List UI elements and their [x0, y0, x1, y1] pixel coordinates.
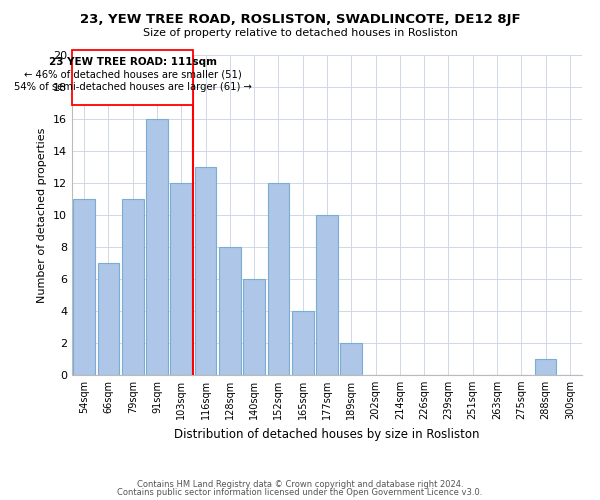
- Bar: [73, 199, 95, 375]
- Text: 23, YEW TREE ROAD, ROSLISTON, SWADLINCOTE, DE12 8JF: 23, YEW TREE ROAD, ROSLISTON, SWADLINCOT…: [80, 12, 520, 26]
- Bar: [194, 167, 217, 375]
- Bar: [97, 263, 119, 375]
- Text: Size of property relative to detached houses in Rosliston: Size of property relative to detached ho…: [143, 28, 457, 38]
- Bar: [122, 199, 143, 375]
- Bar: [219, 247, 241, 375]
- Text: ← 46% of detached houses are smaller (51): ← 46% of detached houses are smaller (51…: [24, 70, 242, 80]
- Text: 23 YEW TREE ROAD: 111sqm: 23 YEW TREE ROAD: 111sqm: [49, 56, 217, 66]
- FancyBboxPatch shape: [73, 50, 193, 106]
- Bar: [243, 279, 265, 375]
- Bar: [268, 183, 289, 375]
- Bar: [535, 359, 556, 375]
- Bar: [316, 215, 338, 375]
- Bar: [292, 311, 314, 375]
- Text: 54% of semi-detached houses are larger (61) →: 54% of semi-detached houses are larger (…: [14, 82, 251, 92]
- Text: Contains HM Land Registry data © Crown copyright and database right 2024.: Contains HM Land Registry data © Crown c…: [137, 480, 463, 489]
- Y-axis label: Number of detached properties: Number of detached properties: [37, 128, 47, 302]
- Bar: [170, 183, 192, 375]
- X-axis label: Distribution of detached houses by size in Rosliston: Distribution of detached houses by size …: [174, 428, 480, 440]
- Bar: [146, 119, 168, 375]
- Text: Contains public sector information licensed under the Open Government Licence v3: Contains public sector information licen…: [118, 488, 482, 497]
- Bar: [340, 343, 362, 375]
